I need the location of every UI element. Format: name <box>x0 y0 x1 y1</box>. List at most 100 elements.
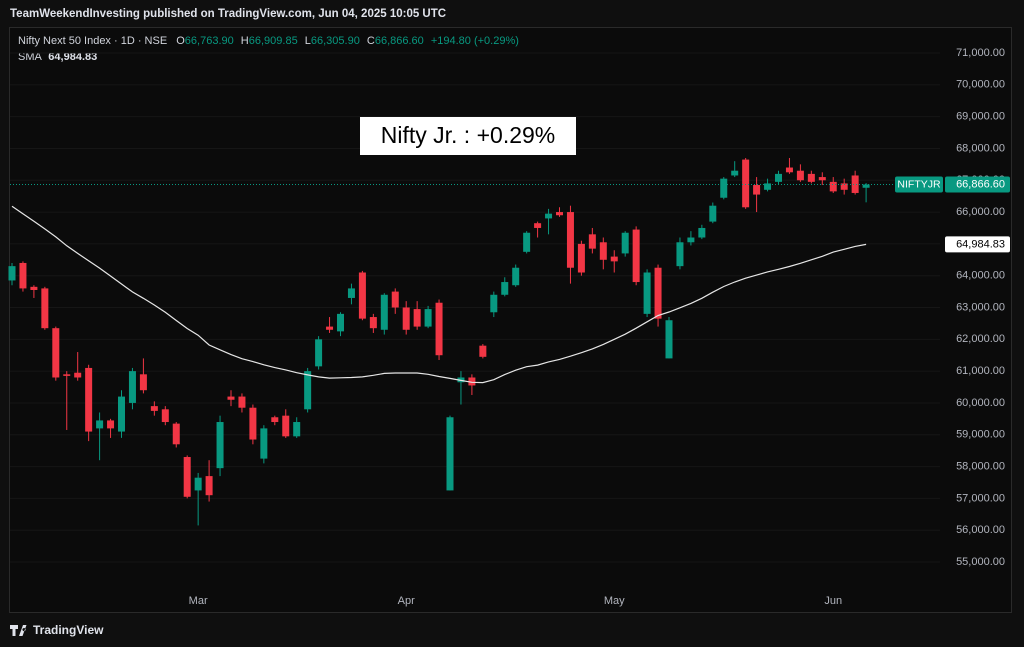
candle-body <box>621 232 629 254</box>
candle-body <box>556 212 563 216</box>
candle-body <box>413 309 421 327</box>
candle-body <box>293 422 301 437</box>
candle-body <box>512 267 520 286</box>
candle-body <box>118 396 125 432</box>
candle-body <box>41 288 49 329</box>
candle-body <box>63 374 71 376</box>
candle-body <box>785 167 793 173</box>
chart-frame <box>9 27 1012 613</box>
legend-key: O <box>176 35 185 47</box>
legend-value: 66,763.90 <box>185 35 234 47</box>
candle-body <box>52 328 60 378</box>
y-tick-label: 57,000.00 <box>956 492 1005 504</box>
candle-body <box>490 294 498 313</box>
candle-body <box>840 183 848 190</box>
price-tag-symbol: NIFTYJR <box>897 178 941 190</box>
legend-value: 66,866.60 <box>375 35 424 47</box>
y-tick-label: 62,000.00 <box>956 333 1005 345</box>
candle-body <box>358 272 366 319</box>
candle-body <box>128 371 136 403</box>
candle-body <box>238 396 246 408</box>
legend-key: H <box>241 35 249 47</box>
y-tick-label: 58,000.00 <box>956 460 1005 472</box>
y-tick-label: 71,000.00 <box>956 47 1005 59</box>
candle-body <box>643 272 651 314</box>
candle-body <box>610 256 618 262</box>
y-tick-label: 64,000.00 <box>956 270 1005 282</box>
candle-body <box>74 372 82 378</box>
candle-body <box>435 302 443 356</box>
candle-body <box>796 170 804 181</box>
candle-body <box>194 477 202 491</box>
candle-body <box>227 396 235 400</box>
legend-value: 66,305.90 <box>311 35 360 47</box>
y-tick-label: 60,000.00 <box>956 397 1005 409</box>
candle-body <box>632 229 640 283</box>
candle-body <box>271 417 279 423</box>
legend-line: Nifty Next 50 Index · 1D · NSE O66,763.9… <box>18 35 519 47</box>
candle-body <box>391 291 399 308</box>
candle-body <box>183 457 191 497</box>
candle-body <box>534 223 542 228</box>
y-tick-label: 66,000.00 <box>956 206 1005 218</box>
candle-body <box>347 288 355 298</box>
annotation-box <box>360 117 576 155</box>
y-tick-label: 61,000.00 <box>956 365 1005 377</box>
candle-body <box>731 170 739 176</box>
legend-value: 66,909.85 <box>249 35 298 47</box>
y-tick-label: 68,000.00 <box>956 142 1005 154</box>
x-tick-label: May <box>604 595 625 607</box>
sma-line <box>11 205 867 384</box>
sma-legend-value: 64,984.83 <box>48 51 97 63</box>
price-tag: 66,866.60 <box>956 178 1005 190</box>
candle-body <box>172 423 180 445</box>
sma-tag-bg <box>945 236 1010 253</box>
legend-symbol: Nifty Next 50 Index · 1D · NSE <box>18 35 167 47</box>
price-tag-symbol-bg <box>895 176 943 193</box>
legend-key: L <box>305 35 311 47</box>
legend-key: C <box>367 35 375 47</box>
candle-body <box>249 407 257 440</box>
candle-body <box>654 267 662 319</box>
candle-body <box>577 243 585 273</box>
y-tick-label: 63,000.00 <box>956 301 1005 313</box>
candle-body <box>468 377 476 386</box>
candle-body <box>205 476 213 496</box>
candle-body <box>676 242 684 267</box>
candle-body <box>479 345 487 357</box>
candle-body <box>260 428 268 459</box>
candle-body <box>402 307 410 330</box>
x-tick-label: Apr <box>398 595 415 607</box>
annotation: Nifty Jr. : +0.29% <box>381 122 556 148</box>
candle-body <box>588 234 596 249</box>
price-tag-bg <box>945 176 1010 193</box>
candle-body <box>107 420 115 429</box>
candle-body <box>85 367 93 432</box>
y-tick-label: 59,000.00 <box>956 429 1005 441</box>
legend-change: +194.80 (+0.29%) <box>431 35 519 47</box>
candle-body <box>687 237 695 243</box>
candle-body <box>566 212 574 268</box>
candle-body <box>807 173 815 182</box>
sma-legend: SMA 64,984.83 <box>18 51 97 63</box>
candle-body <box>818 177 826 181</box>
candle-body <box>30 286 38 291</box>
candle-body <box>216 422 224 469</box>
candle-body <box>380 294 388 330</box>
candle-body <box>337 313 344 332</box>
candle-body <box>753 185 761 195</box>
sma-legend-name: SMA <box>18 51 43 63</box>
candle-body <box>665 320 673 359</box>
candle-body <box>720 178 728 198</box>
candle-body <box>829 181 837 192</box>
footer-logo <box>10 625 27 636</box>
x-tick-label: Jun <box>824 595 842 607</box>
candle-body <box>8 266 16 281</box>
candle-body <box>19 262 27 289</box>
candle-body <box>764 183 772 190</box>
candle-body <box>775 173 782 182</box>
candle-body <box>851 175 859 193</box>
candle-body <box>424 309 432 327</box>
candle-body <box>446 417 454 491</box>
